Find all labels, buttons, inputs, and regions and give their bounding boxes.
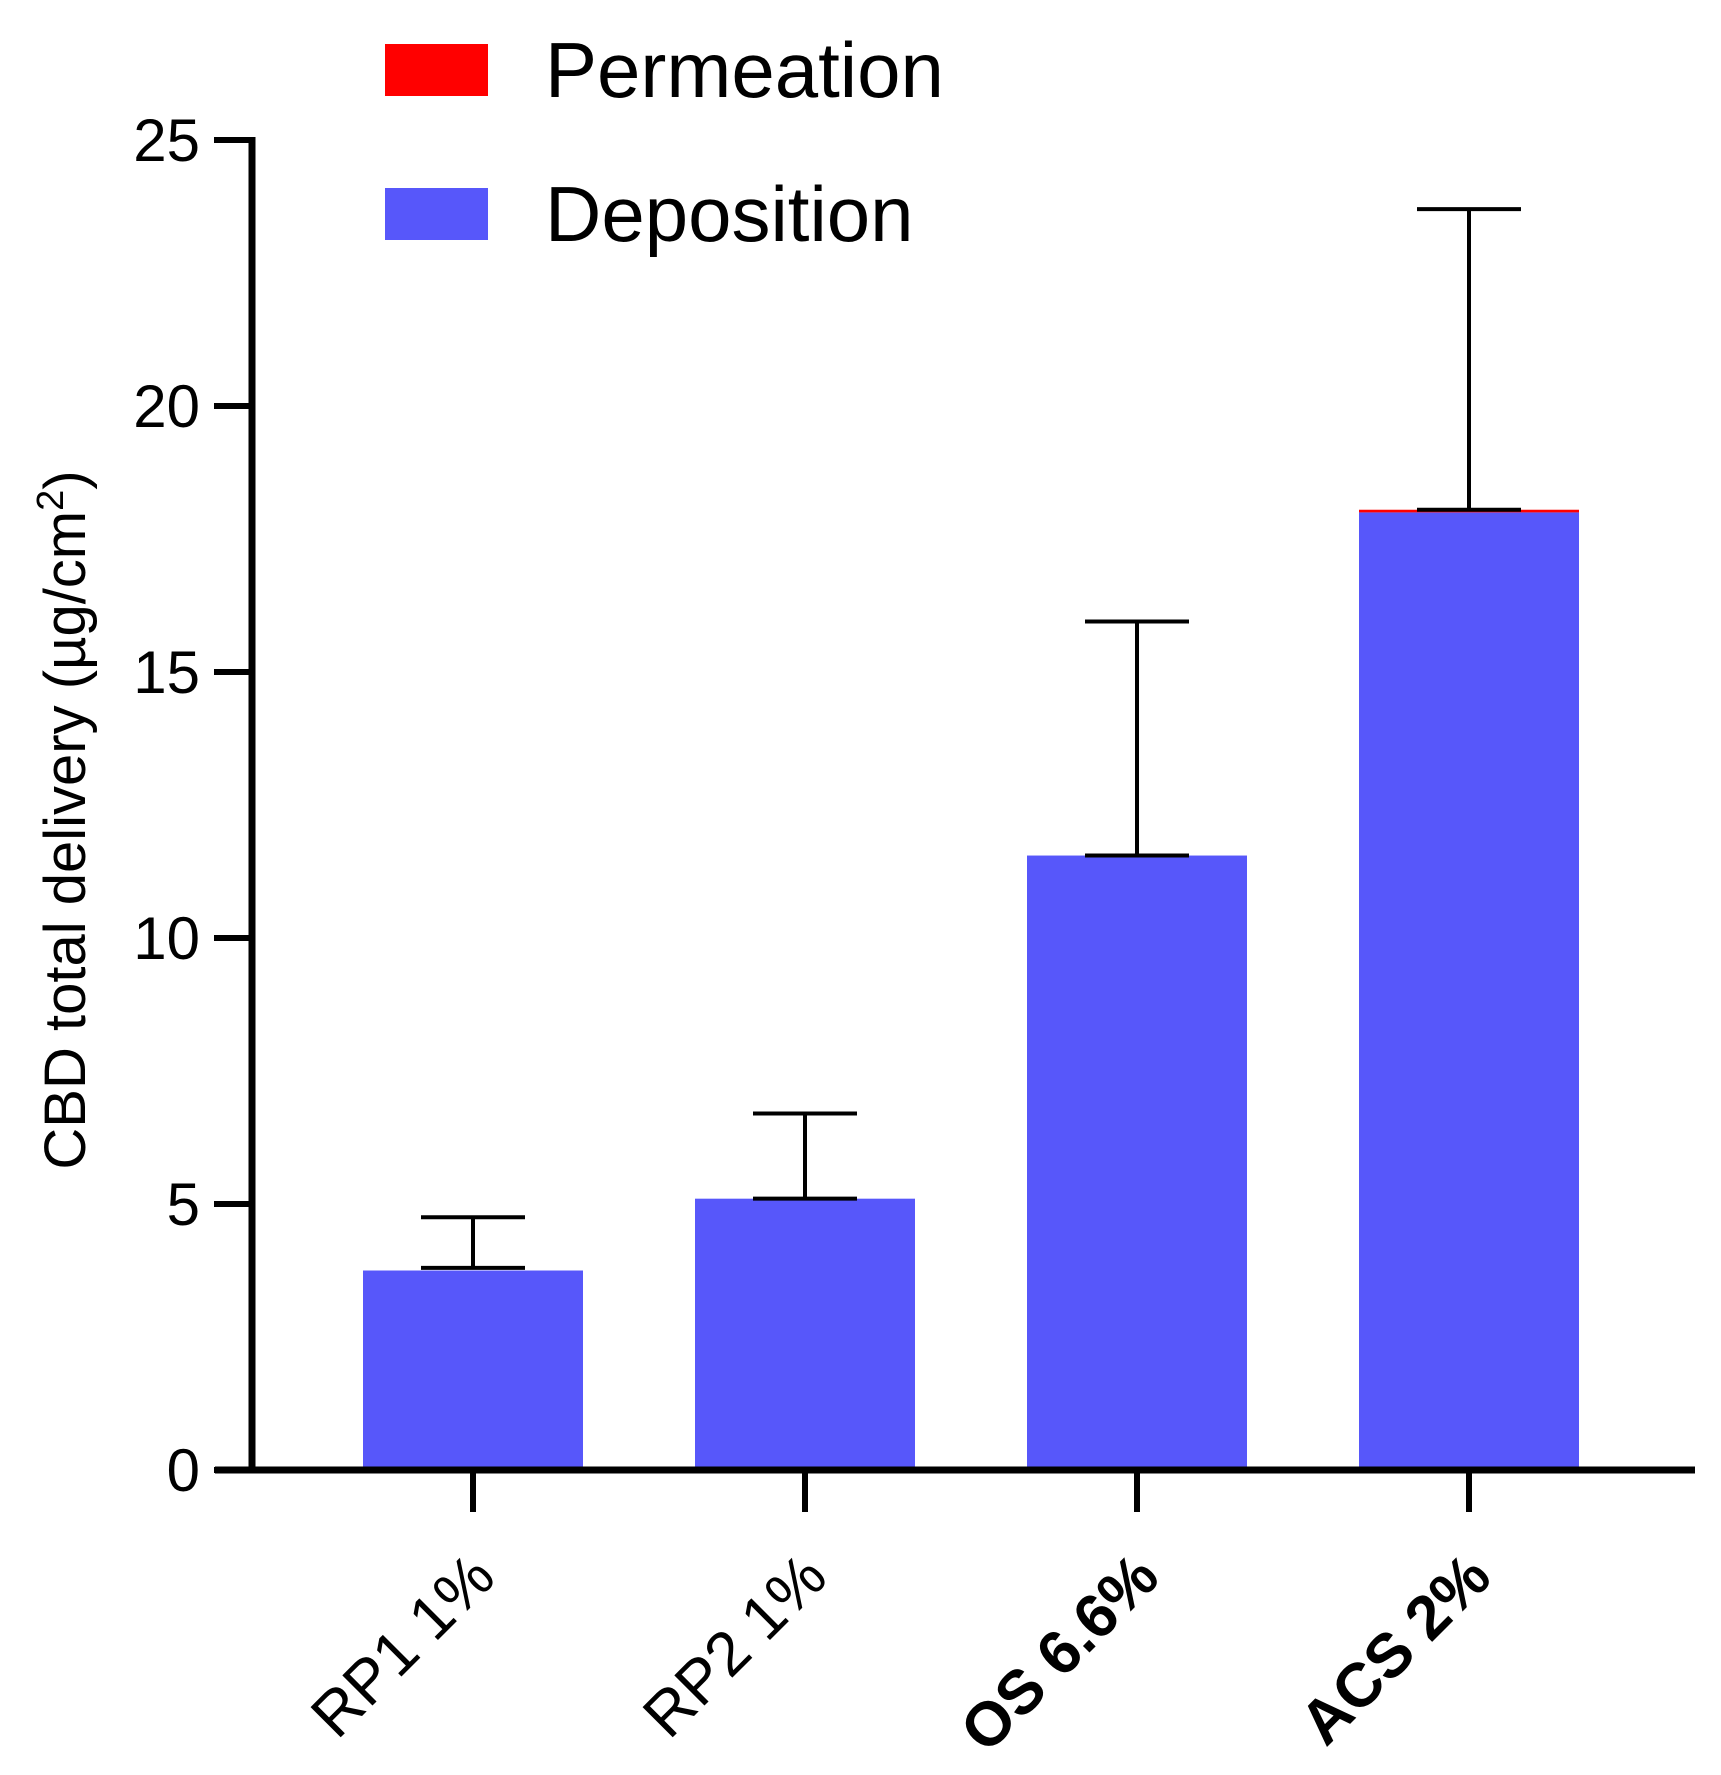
x-axis: RP1 1% RP2 1% OS 6.6% ACS 2% <box>215 1466 1695 1765</box>
y-tick-label-0: 0 <box>167 1437 200 1504</box>
bar-deposition-3 <box>1027 855 1247 1470</box>
plot-area <box>363 207 1579 1470</box>
y-axis-label-text: CBD total delivery (µg/cm <box>33 511 98 1170</box>
y-axis-label: CBD total delivery (µg/cm2) <box>30 470 98 1169</box>
legend-label-deposition: Deposition <box>545 170 914 258</box>
legend-swatch-deposition <box>385 188 488 240</box>
y-tick-label-25: 25 <box>133 107 200 174</box>
bar-deposition-2 <box>695 1198 915 1470</box>
x-tick-label-1: RP1 1% <box>298 1541 508 1751</box>
x-tick-label-4: ACS 2% <box>1287 1541 1504 1758</box>
y-tick-label-10: 10 <box>133 905 200 972</box>
y-axis-label-suffix: ) <box>33 470 98 489</box>
y-axis: 0 5 10 15 20 25 <box>133 107 256 1504</box>
bar-deposition-1 <box>363 1270 583 1470</box>
y-axis-label-superscript: 2 <box>30 490 72 511</box>
bar-deposition-4 <box>1359 512 1579 1470</box>
y-tick-label-20: 20 <box>133 373 200 440</box>
y-tick-label-15: 15 <box>133 639 200 706</box>
legend-swatch-permeation <box>385 44 488 96</box>
x-tick-label-2: RP2 1% <box>630 1541 840 1751</box>
y-tick-label-5: 5 <box>167 1171 200 1238</box>
legend-label-permeation: Permeation <box>545 26 944 114</box>
legend: Permeation Deposition <box>385 26 944 258</box>
x-tick-label-3: OS 6.6% <box>948 1541 1172 1765</box>
